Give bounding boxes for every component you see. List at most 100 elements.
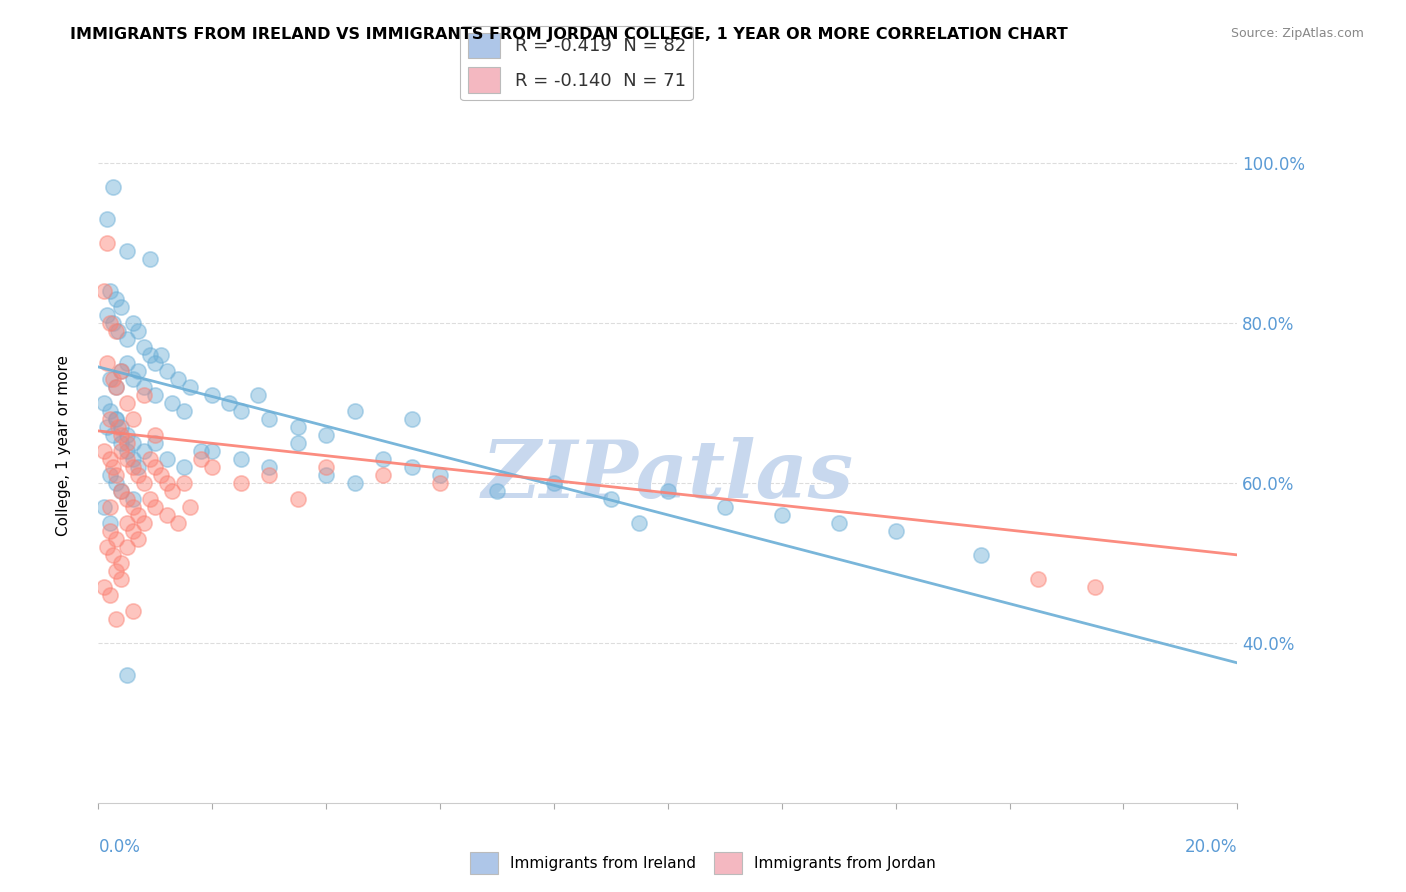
Text: IMMIGRANTS FROM IRELAND VS IMMIGRANTS FROM JORDAN COLLEGE, 1 YEAR OR MORE CORREL: IMMIGRANTS FROM IRELAND VS IMMIGRANTS FR… xyxy=(70,27,1069,42)
Point xyxy=(167,516,190,530)
Point xyxy=(657,483,679,498)
Point xyxy=(98,588,121,602)
Point xyxy=(173,475,195,490)
Point xyxy=(98,404,121,418)
Point xyxy=(138,491,160,506)
Point xyxy=(98,451,121,466)
Point xyxy=(110,364,132,378)
Point xyxy=(98,284,121,298)
Point xyxy=(145,388,167,402)
Point xyxy=(104,292,127,306)
Point xyxy=(315,467,337,482)
Point xyxy=(714,500,737,514)
Point xyxy=(343,475,366,490)
Point xyxy=(138,451,160,466)
Point xyxy=(127,364,149,378)
Point xyxy=(107,324,129,338)
Point xyxy=(98,500,121,514)
Point xyxy=(96,235,118,250)
Point xyxy=(201,444,224,458)
Point xyxy=(121,604,143,618)
Point xyxy=(401,459,423,474)
Point xyxy=(429,467,451,482)
Point xyxy=(104,564,127,578)
Point xyxy=(229,404,252,418)
Point xyxy=(93,284,115,298)
Point xyxy=(107,420,129,434)
Point xyxy=(884,524,907,538)
Point xyxy=(173,404,195,418)
Point xyxy=(98,316,121,330)
Text: Source: ZipAtlas.com: Source: ZipAtlas.com xyxy=(1230,27,1364,40)
Point xyxy=(121,412,143,426)
Point xyxy=(96,420,118,434)
Point xyxy=(115,516,138,530)
Point xyxy=(486,483,509,498)
Point xyxy=(259,467,281,482)
Point xyxy=(1084,580,1107,594)
Point xyxy=(315,459,337,474)
Legend: R = -0.419  N = 82, R = -0.140  N = 71: R = -0.419 N = 82, R = -0.140 N = 71 xyxy=(460,26,693,100)
Point xyxy=(115,332,138,346)
Point xyxy=(121,436,143,450)
Point xyxy=(121,491,143,506)
Point xyxy=(162,396,184,410)
Point xyxy=(156,475,179,490)
Point xyxy=(229,475,252,490)
Text: 20.0%: 20.0% xyxy=(1185,838,1237,855)
Point xyxy=(104,412,127,426)
Point xyxy=(259,412,281,426)
Point xyxy=(628,516,651,530)
Point xyxy=(132,388,155,402)
Point xyxy=(132,475,155,490)
Point xyxy=(127,467,149,482)
Point xyxy=(145,500,167,514)
Point xyxy=(96,356,118,370)
Point xyxy=(970,548,993,562)
Text: 0.0%: 0.0% xyxy=(98,838,141,855)
Point xyxy=(96,540,118,554)
Point xyxy=(132,340,155,354)
Point xyxy=(104,475,127,490)
Point xyxy=(828,516,851,530)
Point xyxy=(343,404,366,418)
Point xyxy=(110,483,132,498)
Point xyxy=(315,428,337,442)
Point xyxy=(110,364,132,378)
Point xyxy=(150,467,173,482)
Point xyxy=(110,556,132,570)
Point xyxy=(104,412,127,426)
Point xyxy=(190,451,212,466)
Point xyxy=(1026,572,1049,586)
Point xyxy=(115,436,138,450)
Point xyxy=(167,372,190,386)
Point xyxy=(115,244,138,258)
Point xyxy=(127,508,149,522)
Point xyxy=(115,428,138,442)
Point xyxy=(145,428,167,442)
Point xyxy=(101,372,124,386)
Point xyxy=(132,380,155,394)
Point xyxy=(101,428,124,442)
Point xyxy=(156,451,179,466)
Point xyxy=(115,444,138,458)
Point xyxy=(543,475,565,490)
Point xyxy=(93,500,115,514)
Point xyxy=(132,516,155,530)
Point xyxy=(98,467,121,482)
Point xyxy=(101,459,124,474)
Point xyxy=(287,436,309,450)
Point xyxy=(150,348,173,362)
Point xyxy=(190,444,212,458)
Point xyxy=(98,372,121,386)
Point xyxy=(121,459,143,474)
Point xyxy=(145,356,167,370)
Point xyxy=(201,459,224,474)
Point xyxy=(98,516,121,530)
Point xyxy=(104,380,127,394)
Point xyxy=(101,548,124,562)
Point xyxy=(229,451,252,466)
Point xyxy=(115,356,138,370)
Point xyxy=(121,524,143,538)
Point xyxy=(110,428,132,442)
